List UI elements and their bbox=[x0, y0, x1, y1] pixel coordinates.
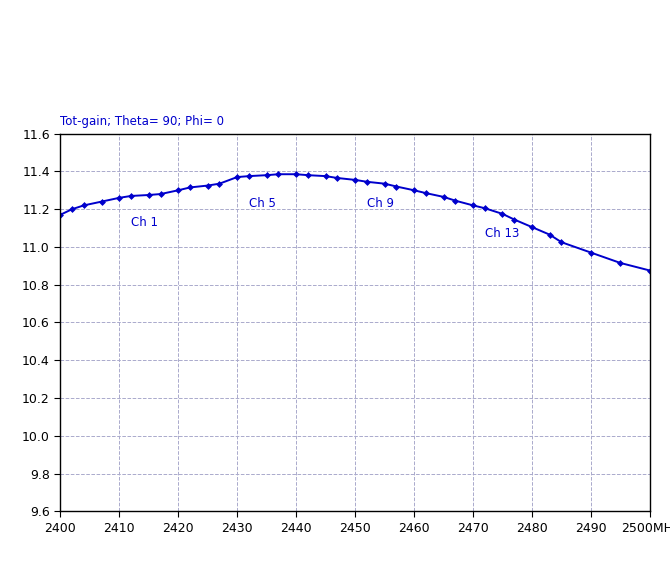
Text: Ch 13: Ch 13 bbox=[485, 227, 519, 240]
Text: Tot-gain; Theta= 90; Phi= 0: Tot-gain; Theta= 90; Phi= 0 bbox=[60, 115, 224, 128]
Text: Ch 1: Ch 1 bbox=[131, 216, 158, 229]
Text: Ch 5: Ch 5 bbox=[249, 197, 276, 210]
Text: Ch 9: Ch 9 bbox=[367, 197, 394, 210]
